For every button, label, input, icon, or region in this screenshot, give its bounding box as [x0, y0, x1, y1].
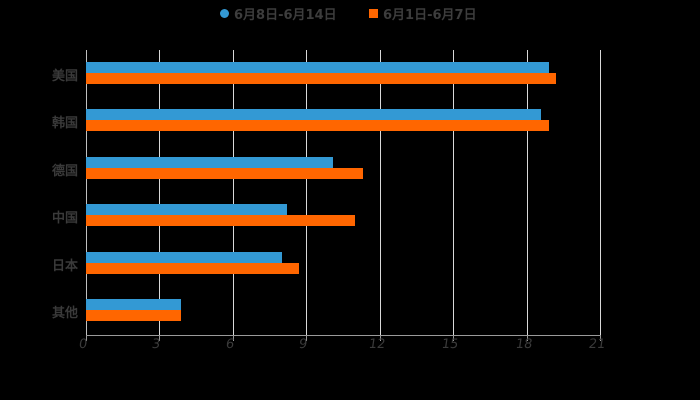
y-category-label: 德国	[51, 163, 78, 179]
y-category-label: 韩国	[51, 116, 78, 132]
x-tick-label: 12	[367, 337, 387, 352]
legend-circle-icon	[220, 8, 229, 18]
y-axis-line	[86, 50, 87, 335]
x-tick-label: 6	[224, 337, 236, 352]
bar-week1[interactable]	[86, 72, 556, 84]
x-tick-label: 18	[514, 337, 533, 352]
bar-week2[interactable]	[86, 204, 287, 216]
x-tick-label: 15	[440, 337, 460, 352]
gridline	[379, 50, 381, 335]
x-tick	[232, 335, 234, 341]
gridline	[600, 50, 601, 335]
gridline	[526, 50, 528, 335]
x-tick-label: 21	[587, 337, 607, 352]
x-tick	[526, 335, 528, 341]
legend: 6月8日-6月14日 6月1日-6月7日	[0, 3, 700, 23]
x-tick-label: 0	[77, 337, 89, 352]
plot-area	[86, 50, 601, 341]
bar-week2[interactable]	[86, 156, 334, 168]
y-category-label: 美国	[51, 68, 78, 84]
bar-week2[interactable]	[86, 251, 282, 263]
bar-week1[interactable]	[86, 262, 299, 274]
bar-week2[interactable]	[86, 299, 182, 311]
bar-week2[interactable]	[86, 109, 542, 121]
x-tick	[600, 335, 601, 341]
x-tick	[86, 335, 87, 341]
bar-week1[interactable]	[86, 167, 363, 179]
x-tick	[453, 335, 455, 341]
x-tick	[306, 335, 308, 341]
bar-week1[interactable]	[86, 310, 182, 322]
y-category-label: 日本	[51, 258, 78, 274]
x-tick	[379, 335, 381, 341]
legend-square-icon	[369, 8, 378, 18]
legend-item-week1[interactable]: 6月1日-6月7日	[369, 3, 477, 23]
legend-item-week2[interactable]: 6月8日-6月14日	[220, 3, 337, 23]
legend-label: 6月1日-6月7日	[383, 7, 477, 23]
legend-label: 6月8日-6月14日	[234, 7, 337, 23]
bar-week1[interactable]	[86, 215, 356, 227]
gridline	[306, 50, 308, 335]
gridline	[159, 50, 161, 335]
gridline	[453, 50, 455, 335]
bar-week2[interactable]	[86, 61, 549, 73]
gridline	[232, 50, 234, 335]
bar-week1[interactable]	[86, 120, 549, 132]
y-category-label: 其他	[51, 306, 78, 322]
x-tick-label: 9	[298, 337, 309, 352]
y-category-label: 中国	[51, 211, 78, 227]
x-tick	[159, 335, 161, 341]
x-tick-label: 3	[151, 337, 162, 352]
x-axis-line	[86, 335, 600, 336]
